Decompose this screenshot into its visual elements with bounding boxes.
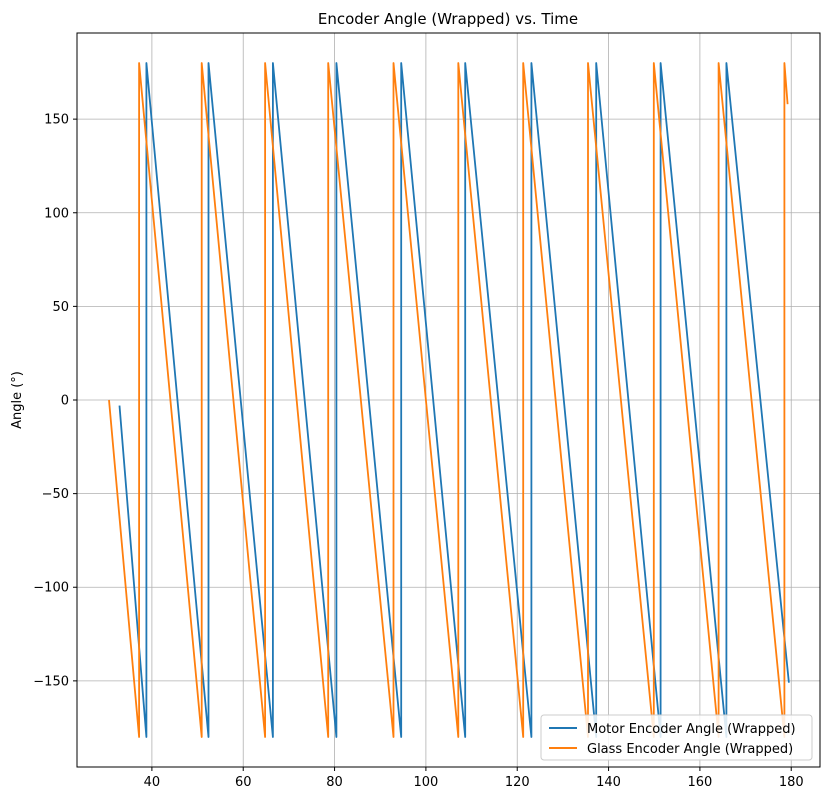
legend: Motor Encoder Angle (Wrapped) Glass Enco… bbox=[540, 714, 813, 761]
y-tick-label: 0 bbox=[61, 394, 69, 409]
y-axis: −150 −100 −50 0 50 100 150 bbox=[33, 113, 77, 689]
x-tick-label: 60 bbox=[235, 775, 252, 790]
legend-label-motor: Motor Encoder Angle (Wrapped) bbox=[587, 722, 796, 737]
chart-title: Encoder Angle (Wrapped) vs. Time bbox=[318, 10, 578, 28]
y-tick-label: 150 bbox=[44, 113, 69, 128]
y-tick-label: −150 bbox=[33, 674, 69, 689]
series-line-motor bbox=[118, 62, 790, 738]
x-tick-label: 100 bbox=[413, 775, 438, 790]
x-tick-label: 160 bbox=[687, 775, 712, 790]
series-line-glass bbox=[108, 62, 789, 738]
plot-area bbox=[108, 62, 790, 738]
y-tick-label: −50 bbox=[42, 487, 69, 502]
legend-box bbox=[540, 714, 813, 761]
x-tick-label: 140 bbox=[596, 775, 621, 790]
y-axis-label: Angle (°) bbox=[10, 371, 25, 429]
y-tick-label: −100 bbox=[33, 581, 69, 596]
x-tick-label: 40 bbox=[144, 775, 161, 790]
x-axis: 40 60 80 100 120 140 160 180 bbox=[144, 767, 804, 790]
grid bbox=[77, 33, 820, 767]
legend-label-glass: Glass Encoder Angle (Wrapped) bbox=[587, 742, 793, 757]
y-tick-label: 50 bbox=[52, 300, 69, 315]
y-tick-label: 100 bbox=[44, 206, 69, 221]
x-tick-label: 120 bbox=[505, 775, 530, 790]
x-tick-label: 180 bbox=[779, 775, 804, 790]
x-tick-label: 80 bbox=[326, 775, 343, 790]
